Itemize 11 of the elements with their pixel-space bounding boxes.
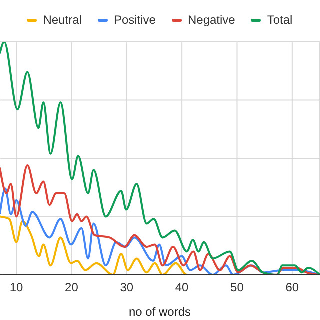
x-tick-label: 60 xyxy=(286,280,300,295)
x-tick-label: 30 xyxy=(120,280,134,295)
legend-label: Negative xyxy=(188,13,236,27)
legend-label: Positive xyxy=(114,13,156,27)
x-tick-label: 10 xyxy=(10,280,24,295)
x-axis-title: no of words xyxy=(128,305,192,319)
legend-label: Neutral xyxy=(43,13,82,27)
x-tick-label: 50 xyxy=(230,280,244,295)
x-tick-label: 20 xyxy=(65,280,79,295)
x-tick-label: 40 xyxy=(175,280,190,295)
legend-label: Total xyxy=(267,13,293,27)
